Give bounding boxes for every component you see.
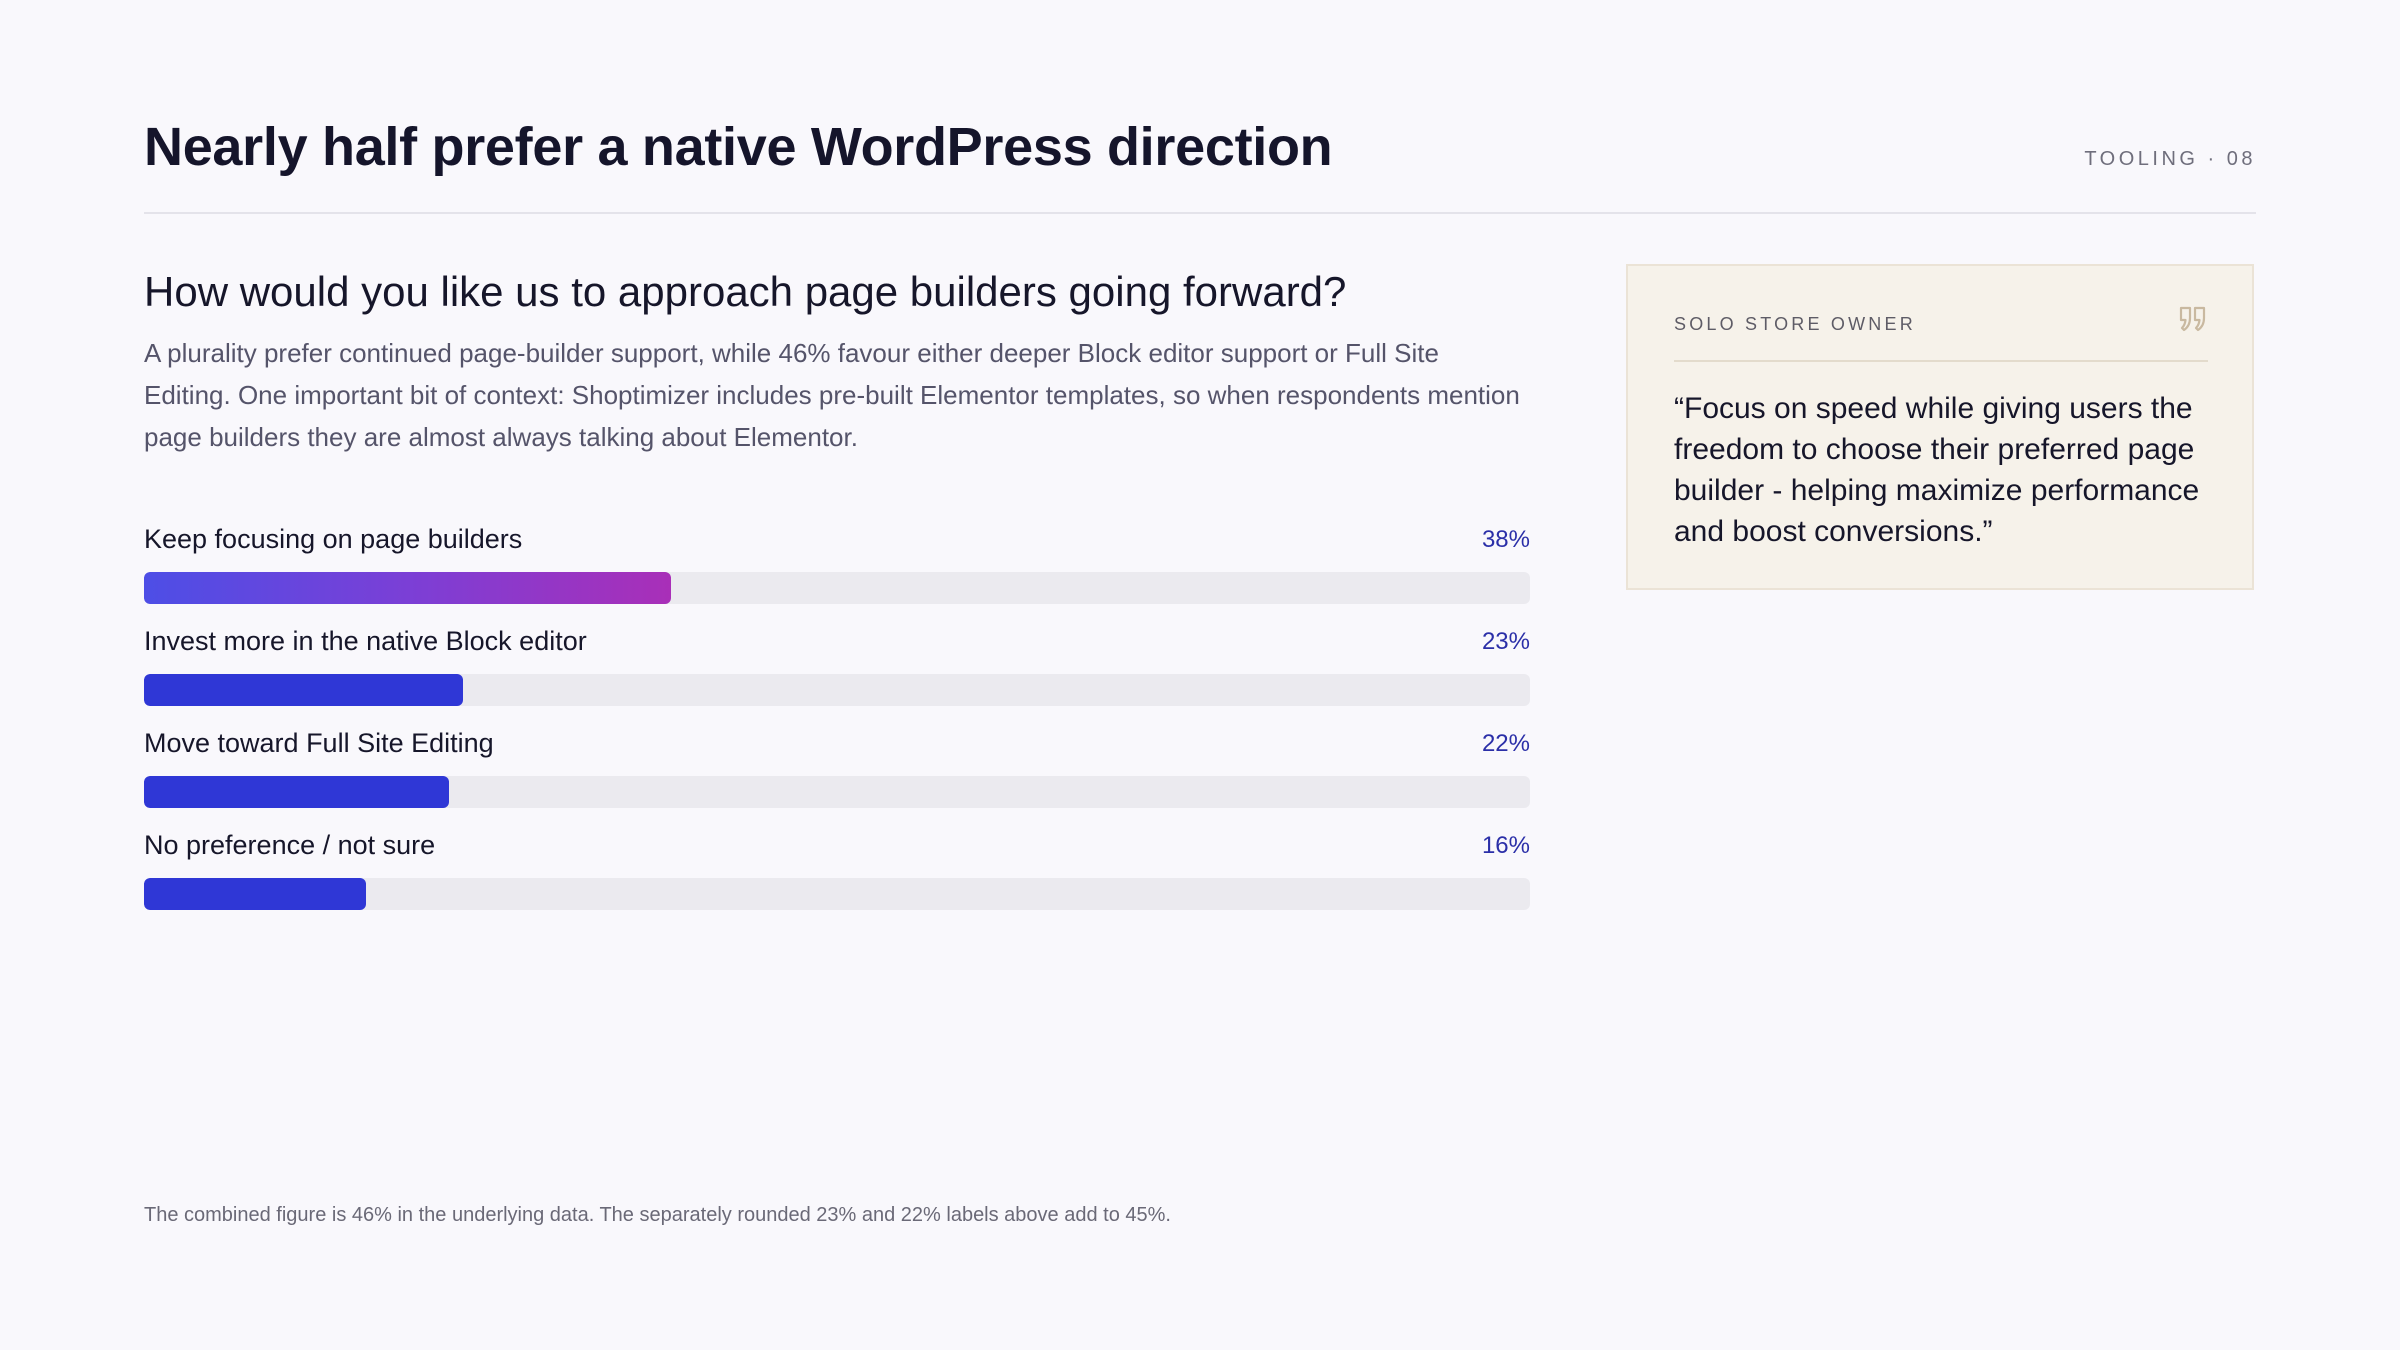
bar-label: No preference / not sure [144,830,436,860]
bar-label: Invest more in the native Block editor [144,626,587,656]
bar-track [144,776,1530,808]
question-description: A plurality prefer continued page-builde… [144,338,1520,452]
bar-chart: Keep focusing on page builders 38% Invest … [144,524,1530,932]
quote-role: SOLO STORE OWNER [1674,314,1916,334]
survey-question: How would you like us to approach page b… [144,268,1347,315]
quote-text: “Focus on speed while giving users the f… [1674,392,2200,548]
bar-value-label: 16% [1481,832,1530,859]
bar [144,878,366,910]
slide-header: Nearly half prefer a native WordPress di… [144,112,2256,214]
question-block: How would you like us to approach page b… [144,264,1530,458]
bar-row: Invest more in the native Block editor 23… [144,626,1530,728]
bar-track [144,878,1530,910]
quote-card: SOLO STORE OWNER “Focus on speed while g… [1626,264,2254,590]
bar-label: Keep focusing on page builders [144,524,523,554]
footnote: The combined figure is 46% in the underl… [144,1204,1171,1226]
bar-label: Move toward Full Site Editing [144,728,494,758]
bar-row: No preference / not sure 16% [144,830,1530,932]
bar-track [144,572,1530,604]
quote-header: SOLO STORE OWNER [1674,304,2208,362]
bar-value-label: 22% [1481,730,1530,757]
bar [144,572,671,604]
section-tag: TOOLING · 08 [2084,148,2256,170]
bar [144,776,449,808]
bar-value-label: 23% [1481,628,1530,655]
bar-row: Keep focusing on page builders 38% [144,524,1530,626]
page-title: Nearly half prefer a native WordPress di… [144,117,1333,177]
bar [144,674,463,706]
bar-row: Move toward Full Site Editing 22% [144,728,1530,830]
bar-value-label: 38% [1481,526,1530,553]
bar-track [144,674,1530,706]
quote-mark-icon [2179,306,2206,332]
